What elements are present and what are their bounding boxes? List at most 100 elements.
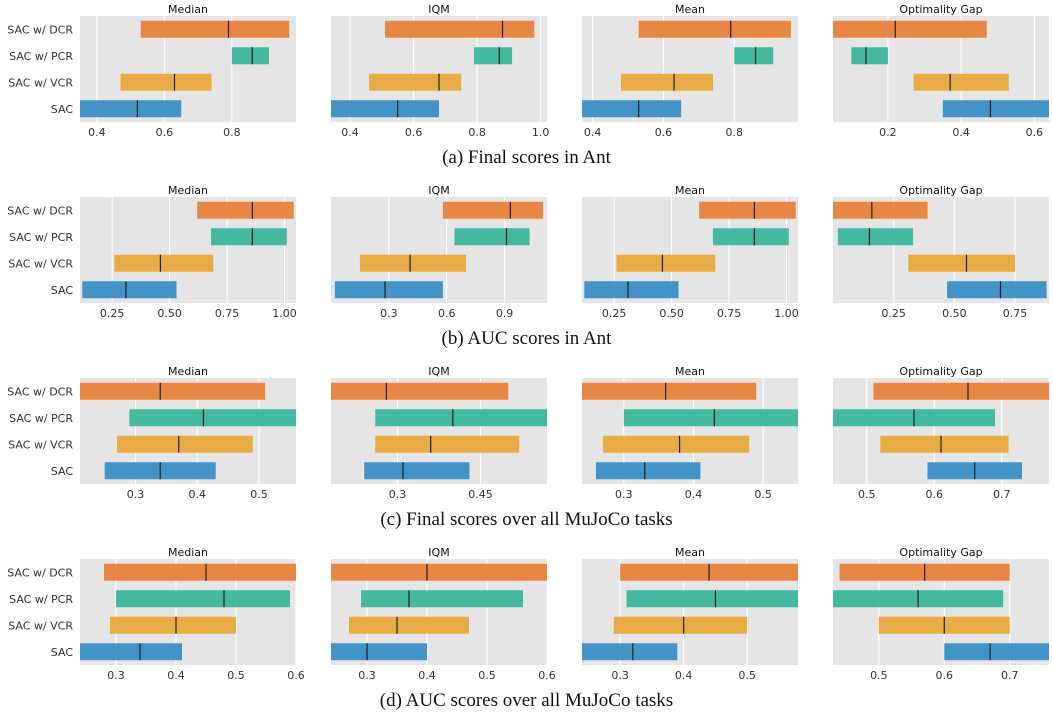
ci-bar-a-2-2 [620,73,714,91]
caption-a: (a) Final scores in Ant [442,147,611,168]
panel-title-c-3: Optimality Gap [899,365,982,378]
ci-bar-d-2-1 [626,590,798,608]
panel-title-a-2: Mean [675,3,705,16]
algorithm-label-d-2: SAC w/ VCR [8,619,73,632]
ci-bar-c-0-0 [80,382,266,400]
x-tick-label-d-1-0: 0.3 [358,669,376,682]
panel-title-d-3: Optimality Gap [899,546,982,559]
x-tick-label-d-2-0: 0.3 [611,669,629,682]
x-tick-label-c-3-0: 0.5 [858,488,876,501]
ci-bar-a-2-0 [638,20,791,38]
ci-bar-b-3-3 [947,281,1047,299]
x-tick-label-d-1-2: 0.5 [478,669,496,682]
ci-bar-d-1-3 [331,643,427,661]
x-tick-label-b-2-0: 0.25 [602,307,627,320]
x-tick-label-b-2-3: 1.00 [774,307,799,320]
panel-title-b-2: Mean [675,184,705,197]
ci-bar-b-0-3 [82,281,177,299]
ci-bar-c-0-2 [117,435,253,453]
x-tick-label-c-3-1: 0.6 [926,488,944,501]
ci-bar-c-2-2 [602,435,750,453]
x-tick-label-d-2-2: 0.5 [738,669,756,682]
x-tick-label-d-1-3: 0.6 [538,669,556,682]
ci-bar-d-1-0 [331,563,547,581]
ci-bar-a-2-3 [582,100,682,118]
ci-bar-c-1-3 [364,462,470,480]
ci-bar-a-1-1 [473,47,513,65]
x-tick-label-b-0-1: 0.50 [157,307,182,320]
ci-bar-a-2-1 [734,47,774,65]
ci-bar-d-1-2 [349,616,469,634]
panel-title-c-0: Median [168,365,208,378]
panel-title-b-3: Optimality Gap [899,184,982,197]
ci-bar-d-0-3 [80,643,182,661]
ci-bar-b-1-2 [359,254,466,272]
caption-c: (c) Final scores over all MuJoCo tasks [380,509,673,530]
panel-title-b-1: IQM [428,184,449,197]
ci-bar-d-3-3 [944,643,1049,661]
x-tick-label-a-3-0: 0.2 [879,126,897,139]
x-tick-label-c-2-0: 0.3 [615,488,633,501]
panel-title-c-2: Mean [675,365,705,378]
ci-bar-b-2-0 [699,201,796,219]
ci-bar-b-3-2 [908,254,1016,272]
x-tick-label-b-3-1: 0.50 [942,307,967,320]
ci-bar-a-3-2 [913,73,1009,91]
x-tick-label-b-0-0: 0.25 [100,307,125,320]
ci-bar-a-0-2 [120,73,212,91]
algorithm-label-c-2: SAC w/ VCR [8,438,73,451]
x-tick-label-b-3-2: 0.75 [1003,307,1028,320]
ci-bar-b-2-3 [584,281,679,299]
x-tick-label-a-0-1: 0.6 [156,126,174,139]
ci-bar-b-0-2 [114,254,214,272]
algorithm-label-c-1: SAC w/ PCR [9,412,73,425]
x-tick-label-a-1-1: 0.6 [405,126,423,139]
ci-bar-a-3-0 [833,20,987,38]
panel-title-d-1: IQM [428,546,449,559]
x-tick-label-b-1-0: 0.3 [380,307,398,320]
ci-bar-b-2-2 [616,254,716,272]
x-tick-label-d-3-2: 0.7 [1001,669,1019,682]
x-tick-label-b-1-1: 0.6 [438,307,456,320]
x-tick-label-d-2-1: 0.4 [675,669,693,682]
algorithm-label-a-3: SAC [51,103,74,116]
x-tick-label-d-0-1: 0.4 [167,669,185,682]
ci-bar-b-3-1 [837,228,914,246]
ci-bar-c-2-3 [595,462,701,480]
x-tick-label-a-3-2: 0.6 [1026,126,1044,139]
x-tick-label-c-1-1: 0.45 [468,488,493,501]
x-tick-label-d-3-1: 0.6 [936,669,954,682]
ci-bar-b-0-0 [197,201,294,219]
x-tick-label-d-1-1: 0.4 [418,669,436,682]
ci-bar-c-3-0 [873,382,1049,400]
ci-bar-c-2-1 [623,409,798,427]
algorithm-label-b-1: SAC w/ PCR [9,231,73,244]
panel-title-a-1: IQM [428,3,449,16]
x-tick-label-b-0-3: 1.00 [272,307,297,320]
x-tick-label-c-2-2: 0.5 [754,488,772,501]
panel-title-d-0: Median [168,546,208,559]
x-tick-label-b-2-2: 0.75 [717,307,742,320]
x-tick-label-a-1-3: 1.0 [532,126,550,139]
ci-bar-c-3-2 [880,435,1009,453]
caption-b: (b) AUC scores in Ant [441,328,612,349]
caption-d: (d) AUC scores over all MuJoCo tasks [379,690,674,711]
x-tick-label-c-0-0: 0.3 [127,488,145,501]
algorithm-label-c-0: SAC w/ DCR [7,385,73,398]
x-tick-label-a-0-0: 0.4 [88,126,106,139]
ci-bar-d-2-2 [613,616,748,634]
ci-bar-a-3-1 [851,47,888,65]
algorithm-label-d-1: SAC w/ PCR [9,593,73,606]
algorithm-label-a-0: SAC w/ DCR [7,23,73,36]
x-tick-label-a-2-1: 0.6 [655,126,673,139]
x-tick-label-a-3-1: 0.4 [952,126,970,139]
ci-bar-b-0-1 [210,228,287,246]
x-tick-label-b-2-1: 0.50 [659,307,684,320]
x-tick-label-d-0-2: 0.5 [227,669,245,682]
ci-bar-d-2-3 [582,643,678,661]
ci-bar-b-1-3 [334,281,443,299]
ci-bar-b-2-1 [712,228,789,246]
ci-bar-d-0-1 [116,590,290,608]
ci-bar-b-3-0 [833,201,928,219]
